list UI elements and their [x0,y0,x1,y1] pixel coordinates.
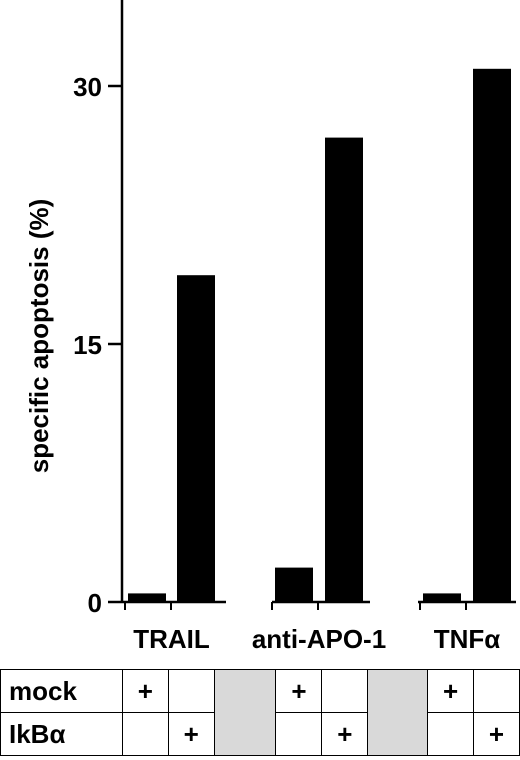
y-tick-label: 30 [73,72,102,102]
condition-table: mock + + + IkBα + + + [0,669,520,756]
table-spacer [367,669,429,756]
bar [325,137,363,602]
chart-bars [128,68,511,603]
cell-mark [427,712,475,756]
table-row-ikba: IkBα + + + [0,712,520,756]
table-row-mock: mock + + + [0,669,520,756]
cell-mark: + [167,712,215,756]
bar [177,275,215,602]
bar [128,593,166,602]
row-label-mock: mock [0,669,123,713]
y-tick-label: 0 [88,588,102,618]
table-spacer [213,669,277,756]
cell-mark [167,669,215,713]
category-label: TNFα [434,624,501,654]
chart-labels: 0 15 30 specific apoptosis (%) TRAIL anti-APO… [24,72,500,654]
row-label-ikba: IkBα [0,712,123,756]
cell-mark: + [321,712,369,756]
cell-mark: + [275,669,323,713]
chart-axes [108,0,516,610]
category-label: anti-APO-1 [252,624,386,654]
y-tick-label: 15 [73,330,102,360]
bar-chart: 0 15 30 specific apoptosis (%) TRAIL anti-APO… [24,0,516,654]
y-axis-label: specific apoptosis (%) [24,199,54,474]
bar [275,567,313,602]
cell-mark: + [121,669,169,713]
bar [423,593,461,602]
cell-mark [473,669,520,713]
cell-mark [121,712,169,756]
cell-mark: + [473,712,520,756]
category-label: TRAIL [133,624,210,654]
cell-mark [275,712,323,756]
cell-mark: + [427,669,475,713]
bar [473,68,511,603]
cell-mark [321,669,369,713]
